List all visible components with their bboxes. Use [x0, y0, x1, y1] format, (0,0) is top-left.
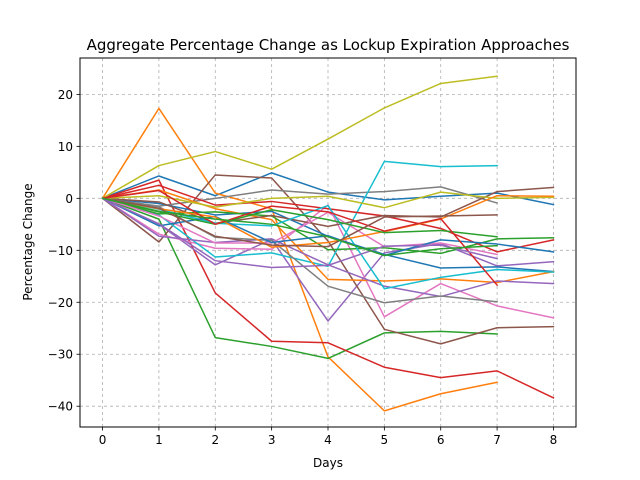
x-tick-label: 8 [550, 433, 558, 447]
series-line-3 [101, 197, 498, 360]
x-tick-label: 0 [99, 433, 107, 447]
x-tick-label: 4 [324, 433, 332, 447]
plot-lines [101, 75, 555, 412]
y-tick-label: −10 [48, 244, 73, 258]
series-line-24 [101, 189, 499, 287]
y-axis-label: Percentage Change [21, 183, 35, 300]
series-line-10 [101, 160, 498, 268]
x-tick-label: 2 [211, 433, 219, 447]
chart-title: Aggregate Percentage Change as Lockup Ex… [87, 36, 570, 54]
series-line-9 [101, 75, 498, 200]
series-line-16 [101, 186, 555, 228]
y-axis-ticks: −40 −30 −20 −10 0 10 20 [48, 88, 80, 414]
series-line-21 [101, 197, 555, 257]
y-tick-label: −20 [48, 296, 73, 310]
series-line-19 [101, 191, 555, 209]
series-line-12 [101, 189, 555, 284]
y-tick-label: 20 [58, 88, 73, 102]
series-line-14 [101, 184, 555, 253]
series-line-27 [101, 197, 498, 257]
y-tick-label: 10 [58, 140, 73, 154]
x-tick-label: 7 [493, 433, 501, 447]
series-line-17 [101, 197, 498, 256]
series-line-1 [101, 172, 555, 206]
x-tick-label: 3 [268, 433, 276, 447]
series-line-6 [101, 174, 555, 345]
y-tick-label: 0 [65, 192, 73, 206]
x-tick-label: 5 [381, 433, 389, 447]
x-tick-label: 1 [155, 433, 163, 447]
series-line-2 [101, 107, 498, 412]
series-line-25 [101, 197, 498, 269]
x-tick-label: 6 [437, 433, 445, 447]
series-line-23 [101, 197, 498, 238]
x-axis-ticks: 0 1 2 3 4 5 6 7 8 [99, 427, 558, 447]
y-tick-label: −40 [48, 400, 73, 414]
y-tick-label: −30 [48, 348, 73, 362]
x-axis-label: Days [313, 456, 343, 470]
series-line-22 [101, 194, 555, 248]
grid-lines [80, 58, 576, 427]
